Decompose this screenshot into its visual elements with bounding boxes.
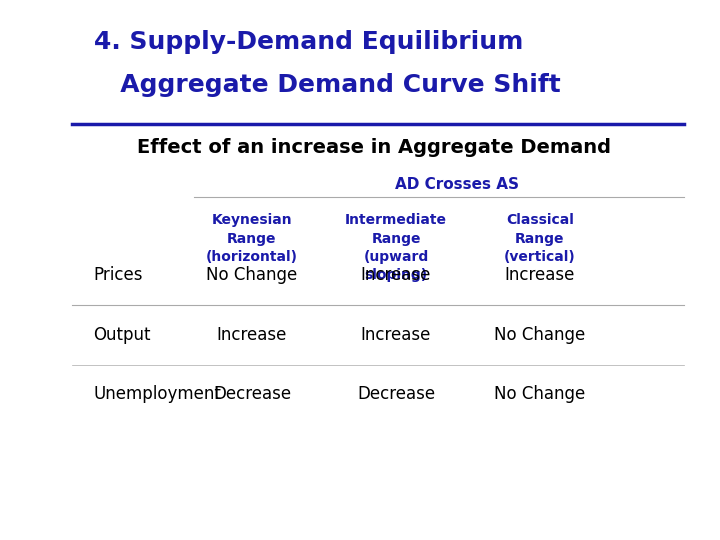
Text: Classical
Range
(vertical): Classical Range (vertical) [504, 213, 576, 264]
Text: Increase: Increase [361, 266, 431, 285]
Text: 4. Supply-Demand Equilibrium: 4. Supply-Demand Equilibrium [94, 30, 523, 54]
Text: Keynesian
Range
(horizontal): Keynesian Range (horizontal) [206, 213, 298, 264]
Text: Aggregate Demand Curve Shift: Aggregate Demand Curve Shift [94, 73, 560, 97]
Text: Increase: Increase [217, 326, 287, 344]
Text: Increase: Increase [505, 266, 575, 285]
Text: Output: Output [94, 326, 151, 344]
Text: Effect of an increase in Aggregate Demand: Effect of an increase in Aggregate Deman… [138, 138, 611, 157]
Text: No Change: No Change [207, 266, 297, 285]
Text: Intermediate
Range
(upward
sloping): Intermediate Range (upward sloping) [345, 213, 447, 282]
Text: AD Crosses AS: AD Crosses AS [395, 177, 519, 192]
Text: No Change: No Change [495, 326, 585, 344]
Text: Decrease: Decrease [357, 385, 435, 403]
Text: Prices: Prices [94, 266, 143, 285]
Text: Increase: Increase [361, 326, 431, 344]
Text: Decrease: Decrease [213, 385, 291, 403]
Text: No Change: No Change [495, 385, 585, 403]
Text: Unemployment: Unemployment [94, 385, 222, 403]
